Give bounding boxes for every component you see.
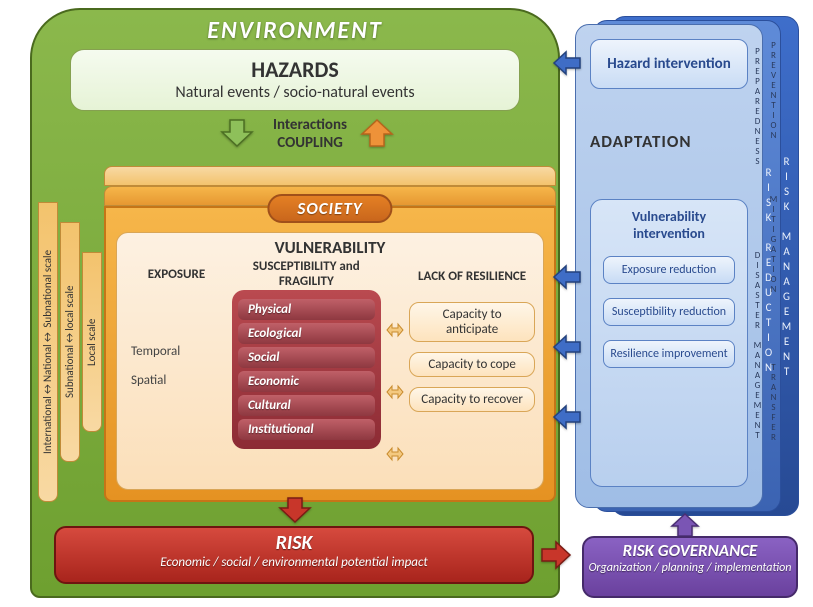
double-arrow-icon (386, 381, 404, 403)
chip-ecological: Ecological (238, 323, 375, 344)
hazard-intervention-box: Hazard intervention (590, 39, 748, 89)
scale-tab-subnational: Subnational↔local scale (60, 222, 80, 462)
risk-arrow-right-icon (540, 540, 572, 570)
arrow-down-icon (220, 118, 254, 148)
susceptibility-column: SUSCEPTIBILITY and FRAGILITY Physical Ec… (232, 258, 381, 480)
risk-management-label: RISK MANAGEMENT (780, 47, 793, 487)
risk-subtitle: Economic / social / environmental potent… (56, 555, 532, 570)
mid-arrows (385, 258, 406, 480)
adaptation-layer: Hazard intervention ADAPTATION Vulnerabi… (575, 24, 763, 508)
susceptibility-header: SUSCEPTIBILITY and FRAGILITY (232, 258, 381, 290)
interactions-line1: Interactions (260, 116, 360, 134)
preparedness-label: PREPAREDNESS (752, 39, 763, 173)
pill-susceptibility-reduction: Susceptibility reduction (603, 298, 735, 326)
hazards-title: HAZARDS (81, 56, 509, 83)
society-panel: SOCIETY VULNERABILITY EXPOSURE Temporal … (104, 206, 556, 502)
governance-box: RISK GOVERNANCE Organization / planning … (582, 536, 798, 598)
exposure-header: EXPOSURE (125, 258, 228, 290)
vulnerability-intervention-box: Vulnerability intervention Exposure redu… (590, 199, 748, 487)
vuln-intervention-title: Vulnerability intervention (599, 208, 739, 242)
governance-title: RISK GOVERNANCE (584, 540, 796, 561)
risk-arrow-down-icon (278, 496, 312, 524)
risk-title: RISK (56, 531, 532, 555)
double-arrow-icon (386, 443, 404, 465)
chip-social: Social (238, 347, 375, 368)
gov-arrow-up-icon (670, 512, 700, 538)
double-arrow-icon (386, 319, 404, 341)
scale-layer-1 (104, 166, 556, 186)
resilience-anticipate: Capacity to anticipate (409, 302, 535, 342)
environment-title: ENVIRONMENT (32, 10, 558, 45)
transfer-label: TRANSFER (768, 342, 779, 462)
resilience-column: LACK OF RESILIENCE Capacity to anticipat… (409, 258, 535, 480)
society-badge: SOCIETY (267, 194, 392, 223)
governance-subtitle: Organization / planning / implementation (584, 561, 796, 575)
resilience-header: LACK OF RESILIENCE (409, 260, 535, 292)
pill-resilience-improvement: Resilience improvement (603, 340, 735, 368)
susceptibility-chips: Physical Ecological Social Economic Cult… (232, 290, 381, 449)
chip-institutional: Institutional (238, 419, 375, 440)
scale-tab-intl: International↔National↔ Subnational scal… (38, 202, 58, 502)
pill-exposure-reduction: Exposure reduction (603, 256, 735, 284)
vulnerability-panel: VULNERABILITY EXPOSURE Temporal Spatial … (116, 232, 544, 490)
scale-wrap: International↔National↔ Subnational scal… (38, 166, 558, 506)
blue-arrow-left-icon (552, 264, 582, 290)
exposure-item-temporal: Temporal (131, 344, 228, 359)
resilience-recover: Capacity to recover (409, 387, 535, 412)
vulnerability-grid: EXPOSURE Temporal Spatial SUSCEPTIBILITY… (125, 258, 535, 480)
adaptation-stack: RISK MANAGEMENT RISK REDUCTION Hazard in… (575, 16, 805, 516)
scale-tab-local: Local scale (82, 252, 102, 432)
hazards-subtitle: Natural events / socio-natural events (81, 83, 509, 102)
chip-cultural: Cultural (238, 395, 375, 416)
blue-arrow-left-icon (552, 334, 582, 360)
exposure-items: Temporal Spatial (125, 290, 228, 388)
resilience-cope: Capacity to cope (409, 352, 535, 377)
chip-economic: Economic (238, 371, 375, 392)
exposure-item-spatial: Spatial (131, 373, 228, 388)
arrow-up-icon (360, 118, 394, 148)
prevention-label: PREVENTION (768, 30, 779, 150)
chip-physical: Physical (238, 299, 375, 320)
vulnerability-title: VULNERABILITY (125, 237, 535, 258)
blue-arrow-left-icon (552, 404, 582, 430)
risk-box: RISK Economic / social / environmental p… (54, 526, 534, 584)
mitigation-label: MITIGATION (768, 174, 779, 314)
interactions-label: Interactions COUPLING (260, 116, 360, 152)
disaster-mgmt-label: DISASTER MANAGEMENT (752, 195, 763, 495)
hazards-box: HAZARDS Natural events / socio-natural e… (70, 49, 520, 111)
blue-arrow-left-icon (552, 50, 582, 76)
adaptation-label: ADAPTATION (590, 131, 692, 152)
interactions-line2: COUPLING (260, 134, 360, 152)
exposure-column: EXPOSURE Temporal Spatial (125, 258, 228, 480)
